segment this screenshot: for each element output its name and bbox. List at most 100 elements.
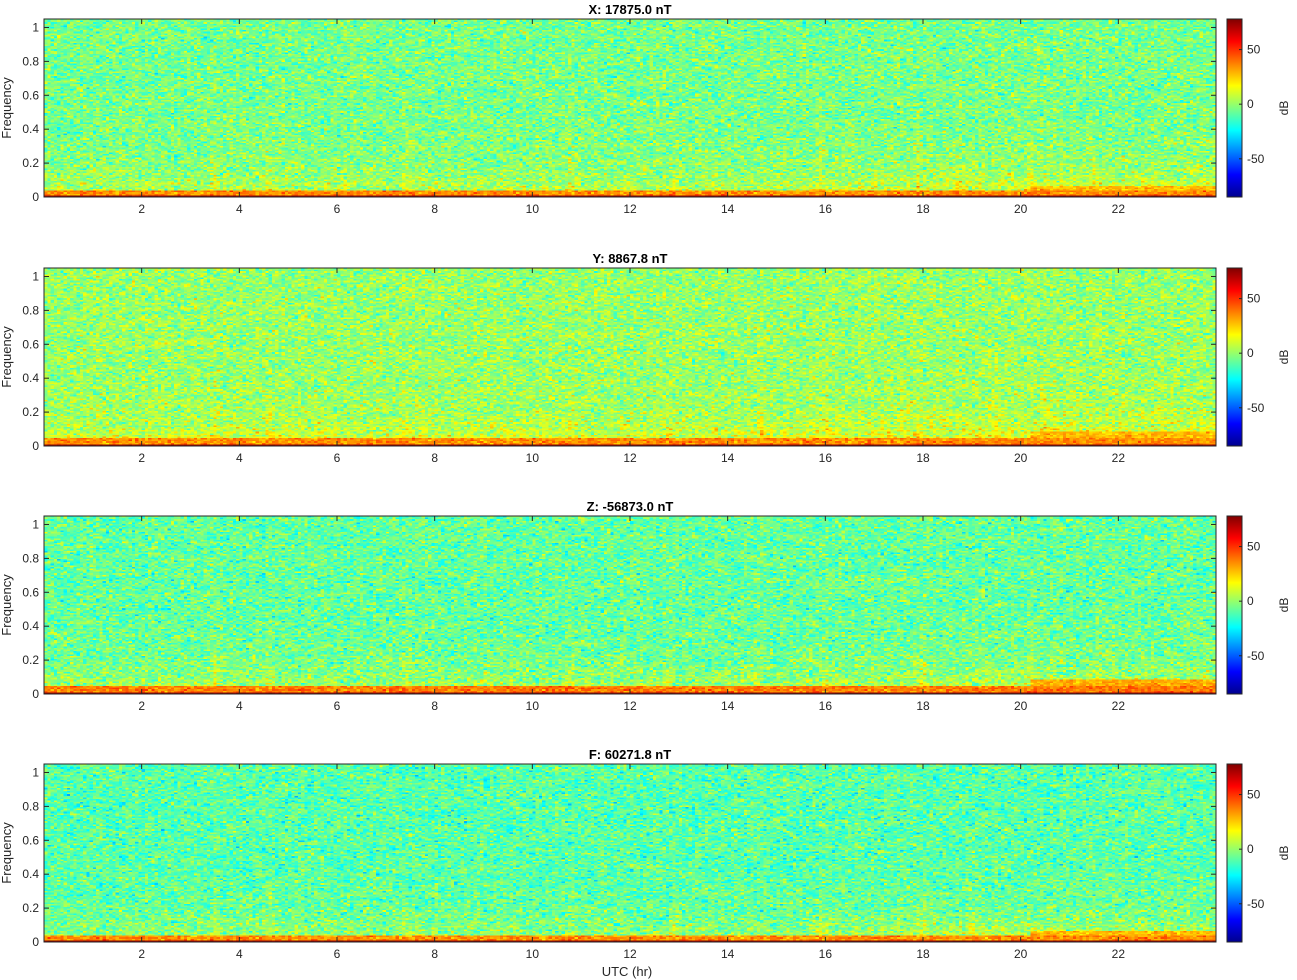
- panels: X: 17875.0 nT2 4 6 8 10 12 14 16 18 20 2200.20.40.…: [0, 2, 1291, 961]
- colorbar-tick-label: -50: [1247, 897, 1265, 911]
- x-tick-label: 12: [623, 947, 637, 961]
- x-tick-label: 18: [916, 202, 930, 216]
- y-tick-label: 1: [32, 517, 39, 531]
- x-tick-label: 12: [623, 451, 637, 465]
- x-tick-label: 18: [916, 451, 930, 465]
- y-tick-label: 0.4: [22, 619, 39, 633]
- colorbar-tick-label: 0: [1247, 346, 1254, 360]
- y-tick-label: 0.4: [22, 867, 39, 881]
- spectrogram-panel: X: 17875.0 nT2 4 6 8 10 12 14 16 18 20 2200.20.40.…: [0, 2, 1291, 216]
- x-tick-label: 8: [431, 699, 438, 713]
- colorbar: -50 0 50 dB: [1226, 18, 1291, 198]
- y-tick-label: 0: [32, 687, 39, 701]
- x-tick-label: 16: [819, 202, 833, 216]
- x-tick-label: 20: [1014, 947, 1028, 961]
- x-tick-label: 4: [236, 202, 243, 216]
- colorbar-label: dB: [1277, 846, 1291, 861]
- x-tick-label: 14: [721, 699, 735, 713]
- y-tick-label: 0: [32, 935, 39, 949]
- x-tick-label: 10: [526, 947, 540, 961]
- y-tick-label: 1: [32, 765, 39, 779]
- y-tick-label: 0.4: [22, 371, 39, 385]
- x-tick-label: 14: [721, 202, 735, 216]
- y-tick-label: 1: [32, 269, 39, 283]
- y-tick-label: 0.4: [22, 122, 39, 136]
- spectrogram-image: [44, 516, 1216, 694]
- colorbar: -50 0 50 dB: [1226, 763, 1291, 943]
- x-tick-label: 20: [1014, 699, 1028, 713]
- x-tick-label: 2: [138, 947, 145, 961]
- y-tick-label: 0.8: [22, 799, 39, 813]
- spectrogram-panel: Y: 8867.8 nT2 4 6 8 10 12 14 16 18 20 2200.20.40.6…: [0, 251, 1291, 465]
- x-tick-label: 10: [526, 451, 540, 465]
- spectrogram-panel: Z: -56873.0 nT2 4 6 8 10 12 14 16 18 20 2200.20.40…: [0, 499, 1291, 713]
- y-tick-label: 0.2: [22, 156, 39, 170]
- x-tick-label: 18: [916, 699, 930, 713]
- y-tick-label: 0.6: [22, 88, 39, 102]
- panel-title: F: 60271.8 nT: [589, 747, 671, 762]
- x-tick-label: 20: [1014, 202, 1028, 216]
- colorbar-tick-label: 50: [1247, 540, 1261, 554]
- x-tick-label: 20: [1014, 451, 1028, 465]
- colorbar-tick-label: 50: [1247, 43, 1261, 57]
- spectrogram-image: [44, 764, 1216, 942]
- colorbar-label: dB: [1277, 101, 1291, 116]
- x-tick-label: 22: [1112, 202, 1126, 216]
- y-tick-label: 0.6: [22, 337, 39, 351]
- y-tick-label: 0.8: [22, 551, 39, 565]
- x-tick-label: 14: [721, 451, 735, 465]
- x-tick-label: 12: [623, 699, 637, 713]
- x-tick-label: 16: [819, 947, 833, 961]
- x-tick-label: 12: [623, 202, 637, 216]
- colorbar-tick-label: 0: [1247, 842, 1254, 856]
- y-tick-label: 1: [32, 20, 39, 34]
- x-tick-label: 2: [138, 202, 145, 216]
- y-tick-label: 0.2: [22, 405, 39, 419]
- x-tick-label: 8: [431, 451, 438, 465]
- y-axis-label: Frequency: [0, 77, 14, 139]
- colorbar-gradient: [1226, 515, 1243, 695]
- colorbar-tick-label: -50: [1247, 401, 1265, 415]
- x-tick-label: 8: [431, 202, 438, 216]
- x-tick-label: 4: [236, 947, 243, 961]
- y-axis-label: Frequency: [0, 326, 14, 388]
- spectrogram-image: [44, 19, 1216, 197]
- x-tick-label: 14: [721, 947, 735, 961]
- colorbar-tick-label: -50: [1247, 152, 1265, 166]
- x-tick-label: 16: [819, 451, 833, 465]
- colorbar-tick-label: 0: [1247, 97, 1254, 111]
- x-tick-label: 8: [431, 947, 438, 961]
- colorbar: -50 0 50 dB: [1226, 515, 1291, 695]
- y-tick-label: 0.8: [22, 54, 39, 68]
- colorbar-label: dB: [1277, 350, 1291, 365]
- x-tick-label: 2: [138, 699, 145, 713]
- x-tick-label: 22: [1112, 947, 1126, 961]
- colorbar-gradient: [1226, 18, 1243, 198]
- colorbar: -50 0 50 dB: [1226, 267, 1291, 447]
- colorbar-gradient: [1226, 763, 1243, 943]
- x-tick-label: 10: [526, 699, 540, 713]
- x-tick-label: 6: [334, 451, 341, 465]
- panel-title: Z: -56873.0 nT: [587, 499, 674, 514]
- x-tick-label: 10: [526, 202, 540, 216]
- x-tick-label: 6: [334, 947, 341, 961]
- colorbar-gradient: [1226, 267, 1243, 447]
- y-axis-label: Frequency: [0, 574, 14, 636]
- y-tick-label: 0.2: [22, 901, 39, 915]
- y-tick-label: 0.6: [22, 585, 39, 599]
- colorbar-tick-label: 50: [1247, 292, 1261, 306]
- y-tick-label: 0.8: [22, 303, 39, 317]
- y-tick-label: 0.2: [22, 653, 39, 667]
- y-tick-label: 0: [32, 190, 39, 204]
- x-tick-label: 16: [819, 699, 833, 713]
- x-tick-label: 22: [1112, 451, 1126, 465]
- y-tick-label: 0.6: [22, 833, 39, 847]
- y-axis-label: Frequency: [0, 822, 14, 884]
- x-tick-label: 6: [334, 699, 341, 713]
- colorbar-tick-label: -50: [1247, 649, 1265, 663]
- panel-title: X: 17875.0 nT: [588, 2, 671, 17]
- x-tick-label: 2: [138, 451, 145, 465]
- x-tick-label: 18: [916, 947, 930, 961]
- panel-title: Y: 8867.8 nT: [593, 251, 668, 266]
